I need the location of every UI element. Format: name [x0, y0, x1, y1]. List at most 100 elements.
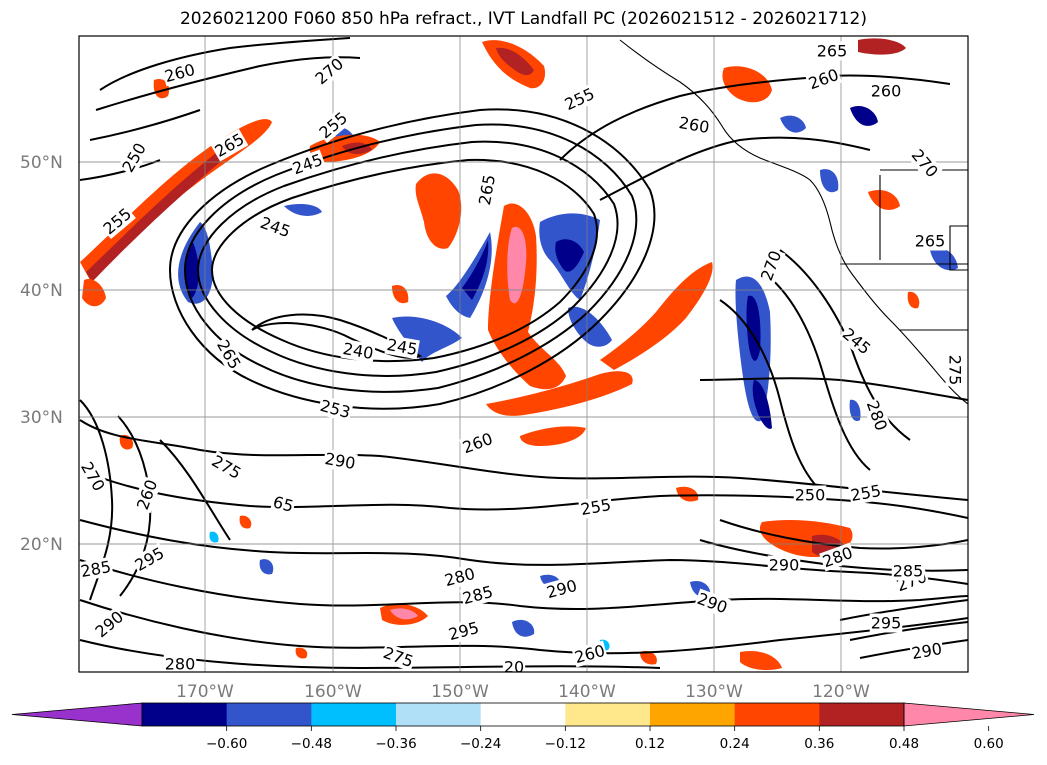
lon-label-160w: 160°W: [304, 682, 362, 702]
contour-label-background: [163, 654, 197, 672]
map-title: 2026021200 F060 850 hPa refract., IVT La…: [179, 9, 867, 29]
contour-label-background: [459, 581, 496, 609]
grid-lines: [79, 36, 968, 672]
contour-label-background: [891, 561, 925, 581]
colorbar-swatch: [142, 703, 228, 726]
colorbar: −0.60 −0.48 −0.36 −0.24 −0.12 0.12 0.24 0.36 0.4…: [11, 702, 1035, 752]
colorbar-extend-high: [903, 702, 1035, 727]
contour-label-background: [913, 231, 947, 251]
contour-label: 265: [915, 232, 946, 251]
contour-label: 265: [817, 42, 848, 61]
contour-label-background: [340, 338, 376, 364]
contour-label: 295: [871, 614, 902, 633]
colorbar-swatch: [565, 703, 651, 726]
lat-label-50n: 50°N: [20, 153, 63, 173]
contour-label: 290: [769, 556, 800, 575]
colorbar-tick-label: 0.48: [889, 736, 919, 752]
contour-label-background: [578, 494, 614, 520]
colorbar-tick-label: 0.24: [720, 736, 750, 752]
contour-label-background: [543, 575, 580, 603]
colorbar-swatch: [226, 703, 312, 726]
lon-label-130w: 130°W: [685, 682, 743, 702]
contour-label-background: [693, 588, 731, 618]
contour-label-background: [379, 642, 417, 672]
contour-label-background: [474, 172, 500, 208]
contour-label-background: [848, 480, 884, 506]
contour-label-background: [117, 138, 151, 177]
contour-label-background: [805, 64, 843, 94]
contour-label-background: [945, 353, 965, 387]
contour-label-background: [676, 112, 712, 138]
contour-label-background: [132, 476, 162, 514]
contour-label-background: [909, 638, 945, 664]
colorbar-swatch: [734, 703, 820, 726]
contour-label-background: [756, 247, 786, 285]
colorbar-tick-label: −0.24: [460, 736, 501, 752]
contour-label-background: [270, 491, 297, 517]
contour-label-background: [571, 640, 608, 668]
coastline: [619, 39, 968, 405]
colorbar-swatch: [311, 703, 397, 726]
contour-label-background: [560, 83, 599, 115]
contour-label-background: [210, 128, 249, 162]
lat-label-30n: 30°N: [20, 408, 63, 428]
contour-label: 65: [271, 492, 296, 516]
contour-label: 20: [504, 658, 524, 677]
contour-label-background: [767, 555, 801, 575]
contour-label-background: [815, 41, 849, 61]
contour-label-background: [289, 149, 327, 179]
contour-label-background: [869, 613, 903, 633]
contour-label-background: [441, 563, 478, 591]
contour-lines: [79, 37, 968, 670]
positive-shading: [80, 38, 920, 670]
contour-label-background: [907, 144, 943, 182]
colorbar-tick-label: 0.12: [635, 736, 665, 752]
colorbar-tick-label: −0.12: [545, 736, 586, 752]
contour-label-background: [90, 606, 128, 642]
colorbar-swatch: [650, 703, 736, 726]
colorbar-swatch: [819, 703, 905, 726]
contour-label-background: [869, 81, 903, 101]
contour-label-background: [98, 203, 136, 239]
lon-label-120w: 120°W: [812, 682, 870, 702]
colorbar-swatch: [480, 703, 566, 726]
contour-label-background: [502, 657, 526, 672]
lon-label-150w: 150°W: [431, 682, 489, 702]
contour-label-background: [862, 397, 892, 435]
lat-label-20n: 20°N: [20, 535, 63, 555]
contour-label: 250: [795, 486, 826, 505]
colorbar-tick-label: 0.36: [804, 736, 834, 752]
lon-label-170w: 170°W: [176, 682, 234, 702]
colorbar-swatch: [396, 703, 482, 726]
contour-label-background: [384, 334, 420, 360]
contour-label-background: [161, 59, 198, 87]
contour-label-background: [310, 53, 348, 89]
lat-label-40n: 40°N: [20, 281, 63, 301]
contour-label-background: [212, 335, 246, 374]
negative-shading: [178, 105, 958, 651]
contour-label: 285: [893, 562, 924, 581]
lon-label-140w: 140°W: [558, 682, 616, 702]
colorbar-extend-low: [11, 702, 143, 727]
contour-label-background: [445, 617, 482, 645]
contour-label-background: [322, 448, 358, 474]
contour-label-background: [314, 107, 352, 143]
contour-label: 260: [871, 82, 902, 101]
contour-label-background: [819, 542, 857, 572]
colorbar-tick-label: −0.36: [375, 736, 416, 752]
contour-label-background: [79, 556, 114, 582]
contour-label-background: [459, 428, 497, 458]
contour-label: 280: [165, 655, 196, 674]
contour-label: 275: [946, 355, 965, 386]
colorbar-tick-label: 0.60: [974, 736, 1004, 752]
contour-label-background: [317, 395, 354, 423]
contour-label-background: [79, 457, 110, 496]
contour-label-background: [207, 450, 246, 484]
contour-label-background: [838, 323, 876, 359]
colorbar-tick-label: −0.60: [206, 736, 247, 752]
contour-label-background: [256, 212, 294, 242]
contour-label-background: [793, 485, 827, 505]
map-frame: [78, 35, 969, 673]
colorbar-tick-label: −0.48: [291, 736, 332, 752]
